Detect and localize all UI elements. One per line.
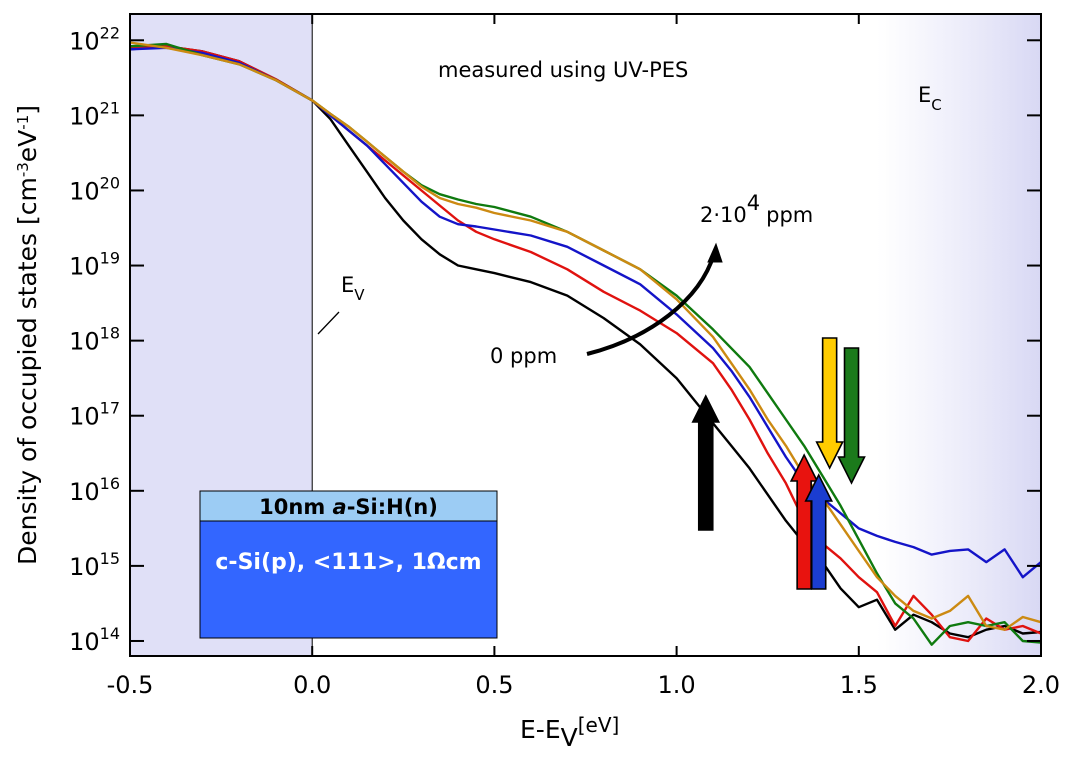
series-line-0	[129, 45, 1042, 639]
plot-frame	[129, 13, 1042, 657]
annotation-low-doping: 0 ppm	[490, 344, 557, 368]
y-tick-label: 1019	[69, 249, 120, 281]
y-tick-label: 1021	[69, 98, 120, 130]
conduction-band-shading	[877, 14, 1041, 656]
marker-arrow-up-2	[804, 473, 834, 590]
x-tick-label: -0.5	[107, 671, 154, 699]
annotations: measured using UV-PES EC EV 0 ppm 2·104 ppm	[317, 58, 942, 368]
annotation-measurement-method: measured using UV-PES	[438, 58, 688, 82]
marker-arrow-down-4	[837, 347, 866, 485]
x-tick-label: 1.5	[840, 671, 878, 699]
y-axis-title: Density of occupied states [cm-3eV-1]	[13, 105, 42, 565]
inset-substrate-label: c-Si(p), <111>, 1Ωcm	[215, 550, 481, 575]
annotation-high-doping: 2·104 ppm	[700, 191, 813, 227]
y-tick-label: 1022	[69, 23, 120, 55]
x-tick-label: 0.0	[293, 671, 331, 699]
y-tick-label: 1015	[69, 549, 120, 581]
inset-top-layer-label: 10nm a-Si:H(n)	[259, 495, 438, 519]
x-tick-label: 0.5	[475, 671, 513, 699]
series-line-4	[129, 41, 1042, 631]
y-tick-label: 1016	[69, 474, 120, 506]
marker-arrow-up-0	[691, 394, 721, 531]
sample-structure-inset: 10nm a-Si:H(n) c-Si(p), <111>, 1Ωcm	[199, 490, 498, 639]
x-tick-label: 2.0	[1022, 671, 1060, 699]
inset-substrate	[199, 520, 498, 639]
y-tick-label: 1017	[69, 399, 120, 431]
marker-arrow-down-3	[815, 337, 844, 470]
doping-trend-arrowhead	[707, 242, 723, 263]
axes: -0.5 0.0 0.5 1.0 1.5 2.0 1014 1015 1016 1017 1018 1…	[13, 13, 1060, 752]
annotation-valence-band-edge: EV	[341, 273, 365, 304]
x-axis-title: E-EV[eV]	[520, 713, 619, 752]
valence-edge-leader-line	[317, 311, 340, 335]
y-tick-label: 1018	[69, 324, 120, 356]
y-tick-label: 1020	[69, 173, 120, 205]
threshold-arrows	[586, 242, 866, 590]
y-tick-label: 1014	[69, 624, 120, 656]
shaded-regions	[130, 14, 1041, 656]
series-line-2	[129, 46, 1042, 579]
doping-trend-arrow	[586, 253, 716, 356]
x-tick-label: 1.0	[658, 671, 696, 699]
annotation-conduction-band-edge: EC	[918, 83, 942, 114]
